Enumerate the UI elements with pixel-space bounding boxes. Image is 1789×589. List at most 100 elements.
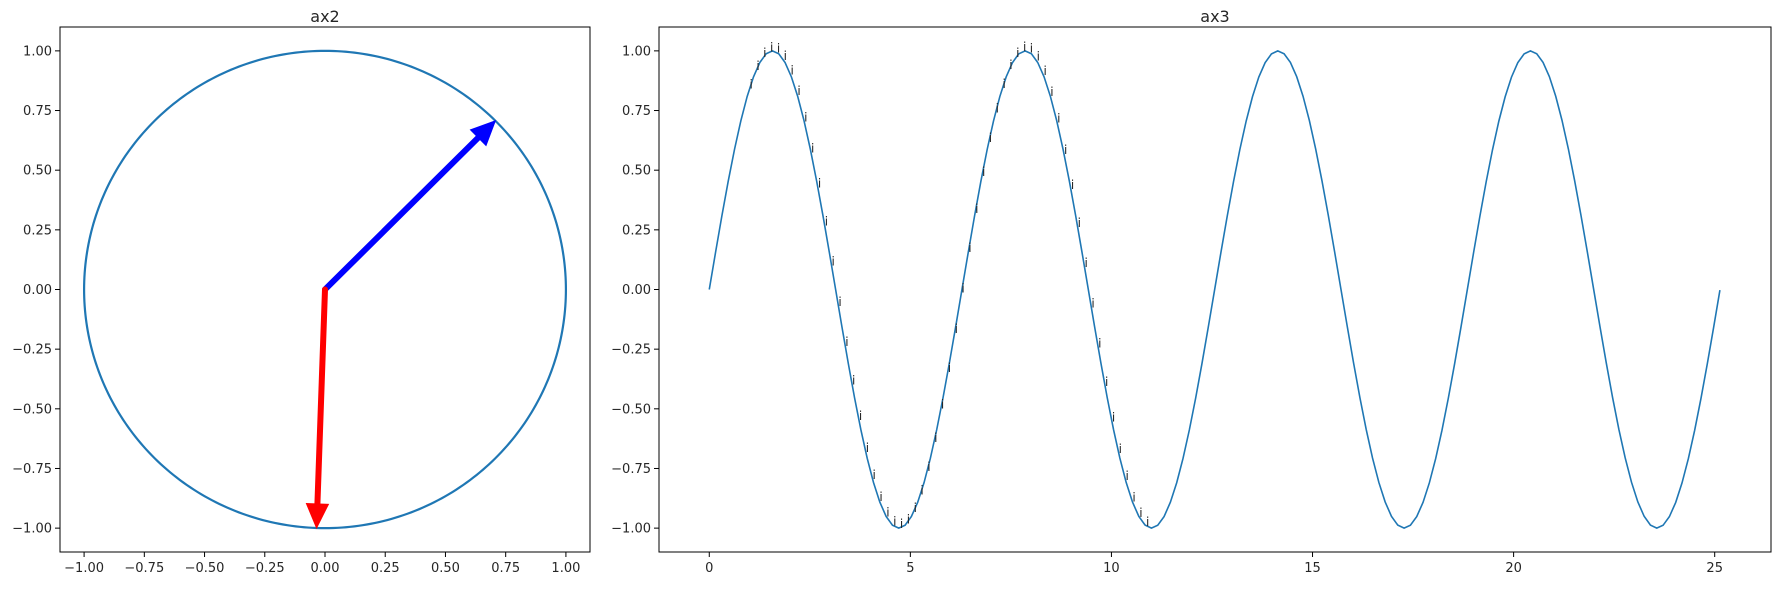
annotation-label: i (900, 517, 903, 531)
annotation-label: i (763, 46, 766, 60)
sine-line (708, 49, 1721, 530)
y-tick-label-ax2: 1.00 (23, 44, 52, 59)
annotation-label: i (1084, 256, 1087, 270)
annotation-label: i (1139, 506, 1142, 520)
x-tick-label-ax3: 5 (906, 561, 914, 576)
annotation-label: i (784, 49, 787, 63)
annotation-label: i (1119, 442, 1122, 456)
annotation-label: i (804, 110, 807, 124)
arrow-head (469, 119, 497, 147)
x-tick-label-ax2: 1.00 (551, 561, 580, 576)
annotation-label: i (1071, 178, 1074, 192)
annotation-label: i (1043, 64, 1046, 78)
ticks-ax3: 0 5 10 15 20 25 1.00 0.75 0.50 0.25 0.00 −0.25 −0.50… (611, 44, 1723, 576)
annotation-label: i (859, 409, 862, 423)
annotation-label: i (1146, 515, 1149, 529)
annotation-label: i (893, 515, 896, 529)
annotation-label: i (1098, 336, 1101, 350)
chart-title-ax3: ax3 (1200, 7, 1229, 26)
annotation-label: i (1057, 112, 1060, 126)
x-tick-label-ax2: 0.50 (431, 561, 460, 576)
annotation-label: i (989, 131, 992, 145)
x-tick-label-ax3: 20 (1505, 561, 1522, 576)
axes-frame-ax3 (658, 26, 1772, 553)
x-tick-label-ax2: −0.75 (124, 561, 164, 576)
annotation-label: i (975, 202, 978, 216)
annotation-label: i (907, 512, 910, 526)
annotation-label: i (1023, 40, 1026, 54)
annotation-label: i (866, 441, 869, 455)
annotation-label: i (777, 41, 780, 55)
x-tick-label-ax2: −1.00 (64, 561, 104, 576)
y-tick-label-ax2: −1.00 (12, 522, 52, 537)
annotation-label: i (756, 59, 759, 73)
annotation-label: i (838, 295, 841, 309)
annotation-label: i (832, 254, 835, 268)
annotation-label: i (1064, 143, 1067, 157)
annotation-label: i (1050, 85, 1053, 99)
annotation-label: i (818, 177, 821, 191)
annotation-label: i (845, 335, 848, 349)
annotation-label: i (1132, 491, 1135, 505)
y-tick-label-ax2: 0.25 (23, 223, 52, 238)
y-tick-label-ax3: 0.50 (622, 164, 651, 179)
annotation-label: i (797, 84, 800, 98)
annotation-label: i (920, 483, 923, 497)
arrow-head (305, 502, 330, 530)
y-tick-label-ax3: 1.00 (622, 44, 651, 59)
annotation-label: i (1009, 58, 1012, 72)
annotation-label: i (927, 460, 930, 474)
plot-area-ax2 (82, 49, 568, 530)
x-tick-label-ax2: 0.75 (491, 561, 520, 576)
annotation-label: i (791, 64, 794, 78)
annotation-label: i (825, 214, 828, 228)
annotation-label: i (1037, 50, 1040, 64)
x-tick-label-ax2: 0.00 (311, 561, 340, 576)
annotation-label: i (1091, 296, 1094, 310)
blue-arrow (322, 119, 497, 293)
annotation-label: i (1112, 410, 1115, 424)
axes-frame-ax2 (59, 26, 591, 553)
arrow-shaft (322, 134, 482, 293)
axes-ax2: ax2 −1.00 −0.75 −0.50 −0.25 0.00 0.25 0.50 0.75… (12, 7, 591, 576)
annotation-label: i (770, 40, 773, 54)
x-tick-label-ax2: −0.25 (245, 561, 285, 576)
annotation-label: i (968, 241, 971, 255)
unit-circle-line (82, 49, 568, 530)
annotation-label: i (996, 101, 999, 115)
y-tick-label-ax3: −0.50 (611, 402, 651, 417)
annotation-label: i (955, 322, 958, 336)
plot-area-ax3 (708, 49, 1721, 530)
red-arrow (305, 286, 330, 530)
x-tick-label-ax2: −0.50 (185, 561, 225, 576)
y-tick-label-ax3: 0.25 (622, 223, 651, 238)
arrow-shaft (314, 286, 328, 507)
annotation-label: i (961, 282, 964, 296)
annotation-label: i (749, 78, 752, 92)
chart-title-ax2: ax2 (310, 7, 339, 26)
annotation-label: i (811, 141, 814, 155)
annotation-label: i (1002, 77, 1005, 91)
y-tick-label-ax3: 0.75 (622, 104, 651, 119)
annotation-label: i (852, 373, 855, 387)
annotation-label: i (1126, 469, 1129, 483)
x-tick-label-ax2: 0.25 (371, 561, 400, 576)
annotation-label: i (886, 506, 889, 520)
annotation-label: i (934, 431, 937, 445)
annotation-label: i (948, 361, 951, 375)
y-tick-label-ax3: −0.75 (611, 462, 651, 477)
annotation-label: i (1105, 375, 1108, 389)
y-tick-label-ax2: 0.50 (23, 164, 52, 179)
annotation-label: i (1016, 46, 1019, 60)
x-tick-label-ax3: 0 (705, 561, 713, 576)
annotation-label: i (982, 165, 985, 179)
annotation-label: i (873, 468, 876, 482)
annotation-label: i (879, 490, 882, 504)
annotation-label: i (941, 398, 944, 412)
y-tick-label-ax3: 0.00 (622, 283, 651, 298)
ticks-ax2: −1.00 −0.75 −0.50 −0.25 0.00 0.25 0.50 0.75 1.00… (12, 44, 580, 576)
y-tick-label-ax2: −0.50 (12, 402, 52, 417)
